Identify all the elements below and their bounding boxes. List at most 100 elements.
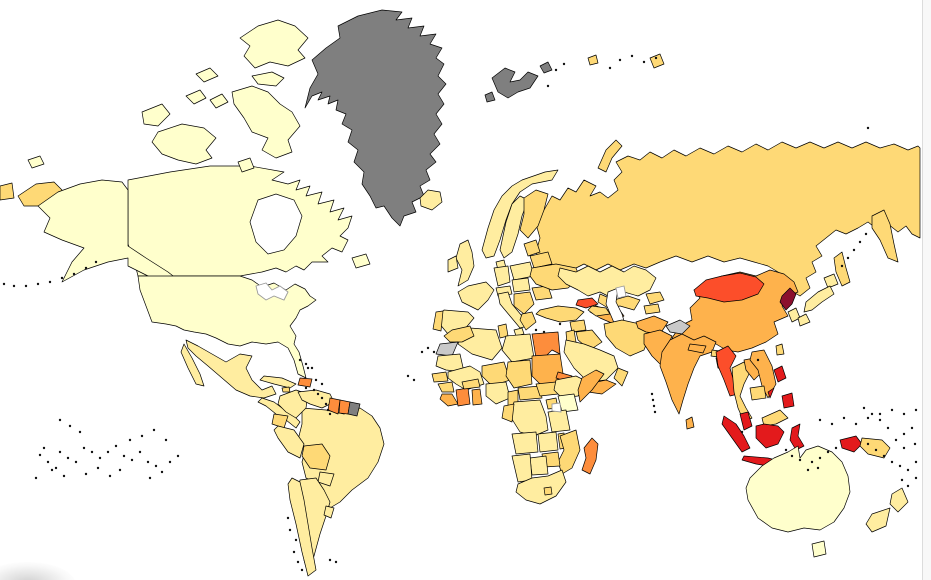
island-speck — [740, 430, 744, 434]
country-indonesia-sulawesi — [789, 423, 805, 451]
island-speck — [128, 438, 132, 442]
island-speck — [78, 430, 82, 434]
country-canada-banks — [141, 103, 171, 127]
island-speck — [882, 454, 886, 458]
country-mexico-baja — [180, 343, 205, 387]
country-russia-franz-josef — [587, 54, 599, 66]
country-poland — [509, 261, 535, 281]
island-speck — [164, 438, 168, 442]
island-speck — [784, 448, 788, 452]
country-svalbard — [491, 67, 539, 99]
island-speck — [12, 284, 16, 288]
country-canada-baffin — [231, 85, 301, 159]
country-senegal — [431, 371, 449, 383]
country-congo-gabon — [501, 403, 515, 423]
island-speck — [42, 446, 46, 450]
country-mexico — [185, 339, 277, 399]
island-speck — [326, 408, 330, 412]
country-russia-kamchatka — [871, 209, 899, 263]
country-botswana — [529, 455, 549, 476]
country-new-zealand-north — [889, 487, 909, 513]
island-speck — [798, 458, 802, 462]
island-speck — [906, 484, 910, 488]
island-speck — [118, 468, 122, 472]
country-tanzania — [547, 409, 571, 433]
island-speck — [148, 476, 152, 480]
island-speck — [296, 560, 300, 564]
country-peru — [273, 425, 305, 459]
island-speck — [58, 450, 62, 454]
island-speck — [320, 396, 324, 400]
island-speck — [426, 346, 430, 350]
country-canada — [127, 165, 353, 277]
island-speck — [66, 456, 70, 460]
country-portugal — [432, 310, 444, 332]
country-philippines-luzon — [773, 365, 787, 383]
island-speck — [862, 406, 866, 410]
country-zambia — [537, 431, 559, 453]
country-morocco — [443, 325, 475, 343]
country-drc — [509, 399, 549, 437]
island-speck — [846, 256, 850, 260]
island-speck — [2, 282, 6, 286]
island-speck — [902, 432, 906, 436]
country-canada-newfoundland — [351, 253, 371, 269]
island-speck — [834, 446, 838, 450]
island-speck — [84, 266, 88, 270]
island-speck — [432, 350, 436, 354]
island-speck — [288, 528, 292, 532]
country-madagascar — [581, 437, 599, 475]
country-philippines-mindanao — [781, 392, 795, 409]
country-cote-divoire — [455, 387, 471, 407]
country-bolivia — [301, 443, 331, 471]
island-speck — [306, 366, 310, 370]
island-speck — [890, 408, 894, 412]
country-japan-kyushu — [797, 313, 811, 327]
island-speck — [406, 374, 410, 378]
country-balkans — [513, 291, 535, 315]
country-cuba — [259, 375, 297, 389]
small-islands — [2, 54, 918, 572]
scrollbar-track[interactable] — [922, 0, 931, 580]
country-tajikistan — [643, 303, 661, 315]
island-speck — [562, 62, 566, 66]
island-speck — [906, 468, 910, 472]
island-speck — [114, 444, 118, 448]
country-indonesia-sumatra — [721, 415, 751, 453]
country-canada-island-b — [185, 89, 207, 105]
island-speck — [790, 454, 794, 458]
island-speck — [650, 392, 654, 396]
country-russia-severnaya — [649, 53, 665, 69]
island-speck — [651, 398, 655, 402]
country-paraguay — [317, 471, 335, 487]
island-speck — [82, 446, 86, 450]
island-speck — [36, 282, 40, 286]
island-speck — [870, 412, 874, 416]
country-baltics — [523, 239, 541, 257]
island-speck — [140, 434, 144, 438]
country-somalia — [577, 369, 605, 403]
island-speck — [316, 392, 320, 396]
country-russia — [535, 141, 921, 297]
country-greece — [519, 311, 537, 331]
country-kazakhstan — [557, 265, 657, 299]
island-speck — [830, 422, 834, 426]
island-speck — [866, 416, 870, 420]
country-svalbard-c — [484, 91, 496, 103]
country-cambodia — [749, 385, 767, 401]
country-uruguay — [323, 505, 335, 519]
lake-victoria — [551, 402, 562, 413]
island-speck — [618, 58, 622, 62]
country-indonesia-papua — [839, 435, 863, 453]
island-speck — [878, 418, 882, 422]
island-speck — [138, 450, 142, 454]
country-azerbaijan-armenia — [587, 305, 611, 317]
island-speck — [894, 438, 898, 442]
country-belarus — [529, 251, 553, 269]
country-uk — [455, 239, 475, 287]
island-speck — [62, 474, 66, 478]
island-speck — [642, 60, 646, 64]
country-italy-sicily — [513, 327, 525, 337]
island-speck — [810, 460, 814, 464]
